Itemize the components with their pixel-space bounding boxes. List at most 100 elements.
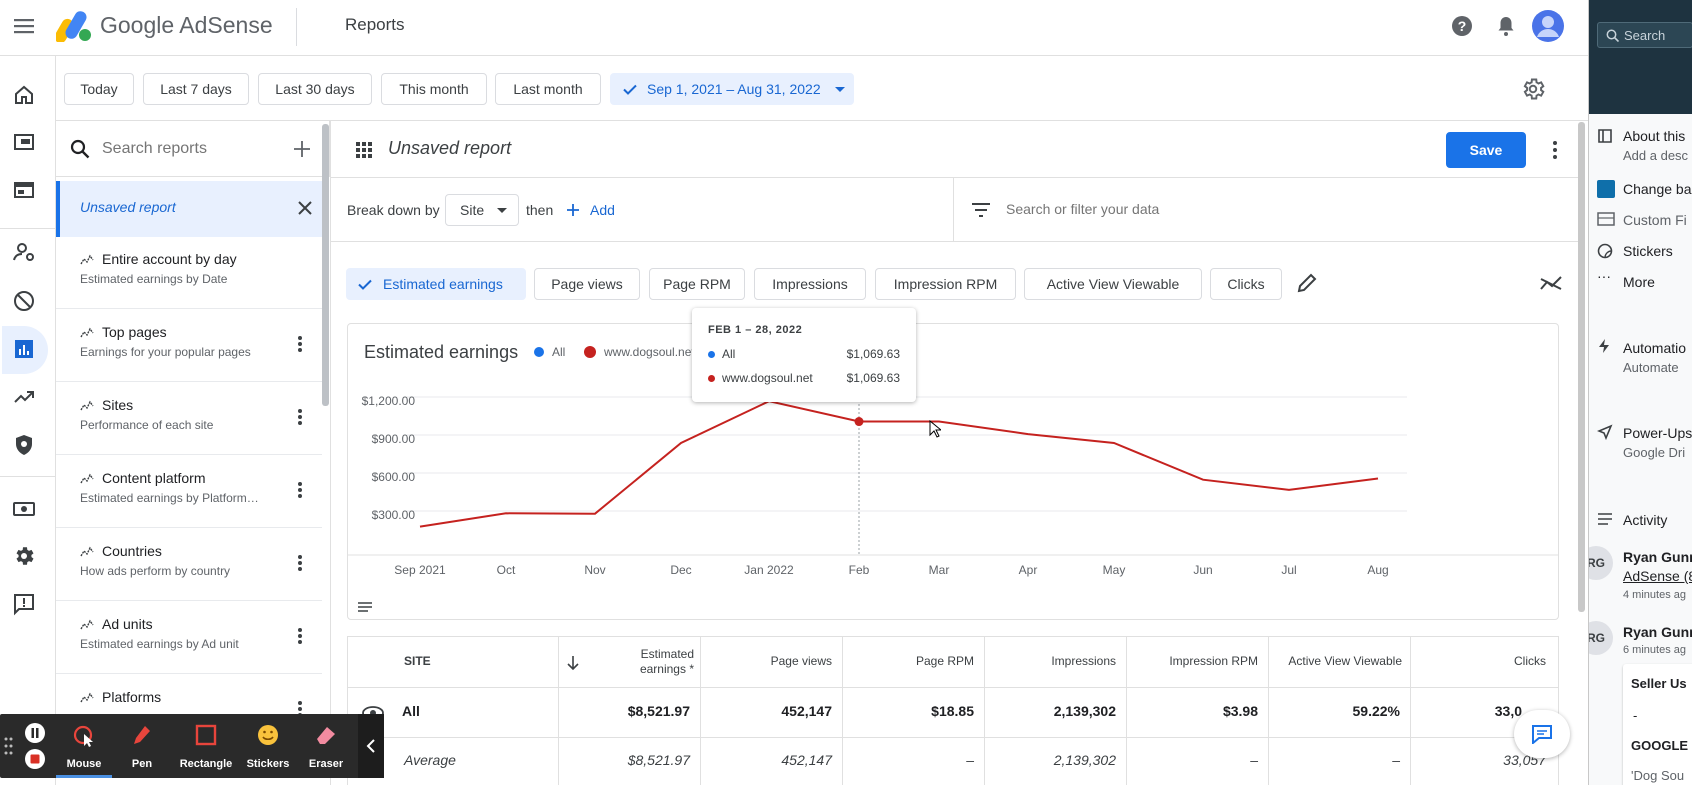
optimization-icon[interactable]	[12, 385, 36, 409]
report-item-active[interactable]: Unsaved report	[56, 181, 322, 237]
date-range-picker[interactable]: Sep 1, 2021 – Aug 31, 2022	[610, 73, 854, 105]
avatar[interactable]	[1531, 9, 1565, 43]
metric-chip-estimated-earnings[interactable]: Estimated earnings	[346, 268, 526, 300]
card-brand: GOOGLE	[1631, 738, 1689, 753]
right-item-title[interactable]: Power-Ups	[1623, 425, 1692, 441]
right-item-title[interactable]: Custom Fi	[1623, 212, 1687, 228]
right-item-title[interactable]: More	[1623, 274, 1655, 290]
report-title[interactable]: Unsaved report	[388, 138, 512, 158]
metric-chip-clicks[interactable]: Clicks	[1210, 268, 1282, 300]
pen-tool-button[interactable]: Pen	[114, 714, 170, 778]
table-header-clicks[interactable]: Clicks	[1514, 654, 1546, 668]
feedback-fab[interactable]	[1514, 710, 1570, 758]
blocking-controls-icon[interactable]	[12, 289, 36, 313]
main-scrollbar[interactable]	[1578, 122, 1585, 612]
right-item-title[interactable]: About this	[1623, 128, 1686, 144]
close-icon[interactable]	[296, 199, 314, 217]
report-subtitle: How ads perform by country	[80, 564, 231, 578]
chart-legend-toggle-icon[interactable]	[357, 601, 373, 615]
metric-chip-page-views[interactable]: Page views	[534, 268, 640, 300]
lightning-icon	[1599, 339, 1609, 353]
settings-gear-icon[interactable]	[1520, 76, 1546, 102]
legend-item-all[interactable]: All	[534, 345, 565, 359]
sites-icon[interactable]	[12, 130, 36, 154]
date-chip-last-7-days[interactable]: Last 7 days	[143, 73, 249, 105]
rectangle-tool-button[interactable]: Rectangle	[176, 714, 236, 778]
table-header-page-views[interactable]: Page views	[770, 654, 832, 668]
sort-arrow-icon[interactable]	[566, 655, 580, 671]
account-settings-icon[interactable]	[12, 544, 36, 568]
filter-input[interactable]	[1006, 196, 1406, 222]
report-item[interactable]: Content platform Estimated earnings by P…	[56, 456, 322, 528]
more-vert-icon[interactable]	[290, 626, 310, 646]
metric-chip-page-rpm[interactable]: Page RPM	[649, 268, 745, 300]
table-header-estimated-earnings[interactable]: Estimated earnings *	[639, 647, 694, 676]
right-item-title[interactable]: Stickers	[1623, 243, 1673, 259]
date-chip-last-month[interactable]: Last month	[495, 73, 601, 105]
home-icon[interactable]	[12, 83, 36, 107]
table-header-site[interactable]: SITE	[404, 654, 431, 668]
tooltip-heading: FEB 1 – 28, 2022	[708, 324, 803, 336]
right-item-title[interactable]: Automatio	[1623, 340, 1687, 356]
more-vert-icon[interactable]	[290, 334, 310, 354]
report-item[interactable]: Entire account by day Estimated earnings…	[56, 237, 322, 309]
save-button[interactable]: Save	[1446, 132, 1526, 168]
more-vert-icon[interactable]	[290, 553, 310, 573]
collapse-toolbar-button[interactable]	[358, 714, 384, 778]
report-item[interactable]: Top pages Earnings for your popular page…	[56, 310, 322, 382]
metric-chip-impression-rpm[interactable]: Impression RPM	[875, 268, 1016, 300]
menu-icon[interactable]	[14, 16, 34, 36]
report-item[interactable]: Ad units Estimated earnings by Ad unit	[56, 602, 322, 674]
metric-chip-impressions[interactable]: Impressions	[754, 268, 866, 300]
pause-button[interactable]	[25, 723, 45, 743]
table-header-active-view-viewable[interactable]: Active View Viewable	[1288, 654, 1402, 668]
right-search-box[interactable]: Search	[1597, 22, 1692, 48]
ads-icon[interactable]	[12, 178, 36, 202]
data-point[interactable]	[854, 417, 864, 427]
table-header-impression-rpm[interactable]: Impression RPM	[1169, 654, 1258, 668]
add-breakdown-button[interactable]: Add	[566, 197, 615, 223]
table-cell: 59.22%	[1352, 703, 1400, 719]
right-item-title[interactable]: Activity	[1623, 512, 1668, 528]
activity-user[interactable]: Ryan Gunn	[1623, 549, 1692, 565]
date-chip-last-30-days[interactable]: Last 30 days	[258, 73, 372, 105]
dropdown-arrow-icon	[497, 208, 508, 213]
stop-button[interactable]	[25, 749, 45, 769]
date-chip-today[interactable]: Today	[64, 73, 134, 105]
sparkline-icon	[80, 619, 94, 630]
policy-center-icon[interactable]	[12, 433, 36, 457]
legend-item-site[interactable]: www.dogsoul.net	[584, 345, 692, 359]
payments-icon[interactable]	[12, 497, 36, 521]
right-item-title[interactable]: Change ba	[1623, 181, 1692, 197]
table-header-page-rpm[interactable]: Page RPM	[915, 654, 974, 668]
eraser-tool-button[interactable]: Eraser	[298, 714, 354, 778]
reports-icon[interactable]	[12, 337, 36, 361]
tool-label: Pen	[131, 758, 153, 770]
stickers-tool-button[interactable]: Stickers	[240, 714, 296, 778]
report-list: Entire account by day Estimated earnings…	[56, 237, 330, 785]
apps-grid-icon[interactable]	[354, 140, 374, 160]
table-cell: 2,139,302	[1053, 703, 1116, 719]
date-chip-this-month[interactable]: This month	[381, 73, 487, 105]
mouse-tool-button[interactable]: Mouse	[56, 714, 112, 778]
drag-handle-icon[interactable]	[4, 736, 14, 756]
more-vert-icon[interactable]	[290, 480, 310, 500]
activity-link[interactable]: AdSense (8	[1623, 568, 1692, 584]
report-item[interactable]: Sites Performance of each site	[56, 383, 322, 455]
add-report-icon[interactable]	[292, 139, 312, 159]
help-icon[interactable]: ?	[1450, 14, 1474, 38]
activity-user[interactable]: Ryan Gunn	[1623, 624, 1692, 640]
breakdown-select[interactable]: Site	[445, 194, 519, 226]
notifications-icon[interactable]	[1494, 14, 1518, 38]
report-item[interactable]: Countries How ads perform by country	[56, 529, 322, 601]
search-reports-input[interactable]	[102, 135, 282, 163]
privacy-messaging-icon[interactable]	[12, 240, 36, 264]
chart-toggle-icon[interactable]	[1540, 274, 1562, 292]
report-list-scrollbar[interactable]	[322, 124, 329, 406]
table-header-impressions[interactable]: Impressions	[1051, 654, 1116, 668]
metric-chip-active-view-viewable[interactable]: Active View Viewable	[1024, 268, 1202, 300]
feedback-icon[interactable]	[12, 592, 36, 616]
more-vert-icon[interactable]	[1545, 138, 1565, 162]
edit-pencil-icon[interactable]	[1296, 272, 1318, 294]
more-vert-icon[interactable]	[290, 407, 310, 427]
